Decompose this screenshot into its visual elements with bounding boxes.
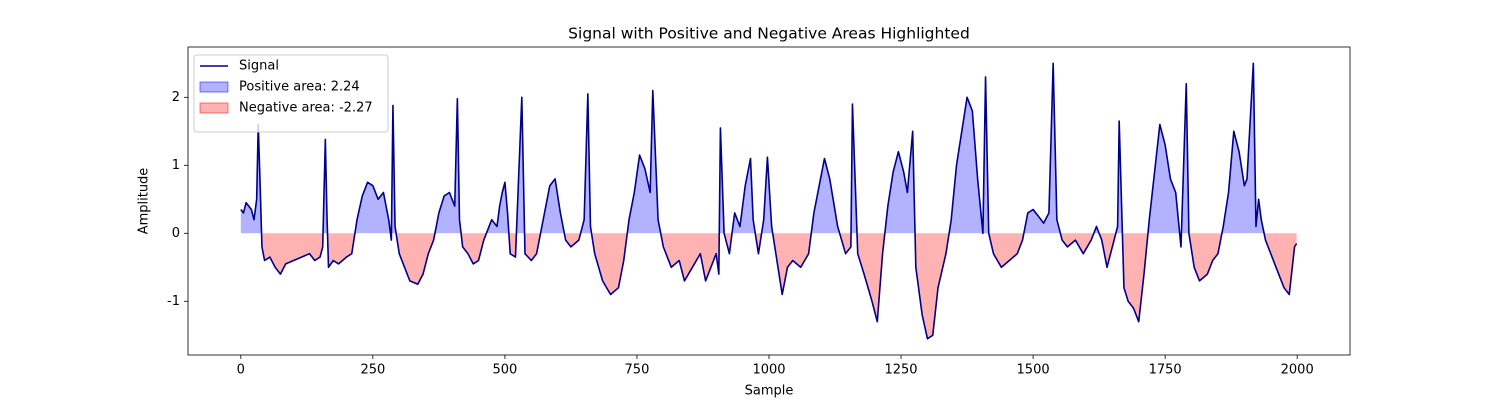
signal-line <box>240 62 1298 340</box>
x-tick-label: 750 <box>625 363 650 378</box>
legend-patch <box>199 81 229 93</box>
legend-box <box>193 54 389 133</box>
x-tick-label: 1250 <box>884 363 917 378</box>
legend-patch <box>199 102 229 114</box>
x-tick-label: 1500 <box>1017 363 1050 378</box>
x-tick-label: 2000 <box>1281 363 1314 378</box>
y-tick-label: 2 <box>172 90 180 105</box>
x-tick-label: 500 <box>492 363 517 378</box>
x-tick-label: 0 <box>237 363 245 378</box>
x-axis-label: Sample <box>745 384 794 399</box>
legend-label: Negative area: -2.27 <box>239 101 373 116</box>
y-tick-label: 1 <box>172 158 180 173</box>
chart-title: Signal with Positive and Negative Areas … <box>568 25 970 43</box>
y-tick-label: -1 <box>167 294 180 309</box>
x-tick-label: 250 <box>360 363 385 378</box>
y-tick-label: 0 <box>172 226 180 241</box>
x-tick-label: 1750 <box>1149 363 1182 378</box>
y-axis-label: Amplitude <box>137 168 152 235</box>
area-fill <box>240 63 1265 234</box>
legend-label: Positive area: 2.24 <box>239 80 360 95</box>
x-tick-label: 1000 <box>752 363 785 378</box>
legend-label: Signal <box>239 59 279 74</box>
